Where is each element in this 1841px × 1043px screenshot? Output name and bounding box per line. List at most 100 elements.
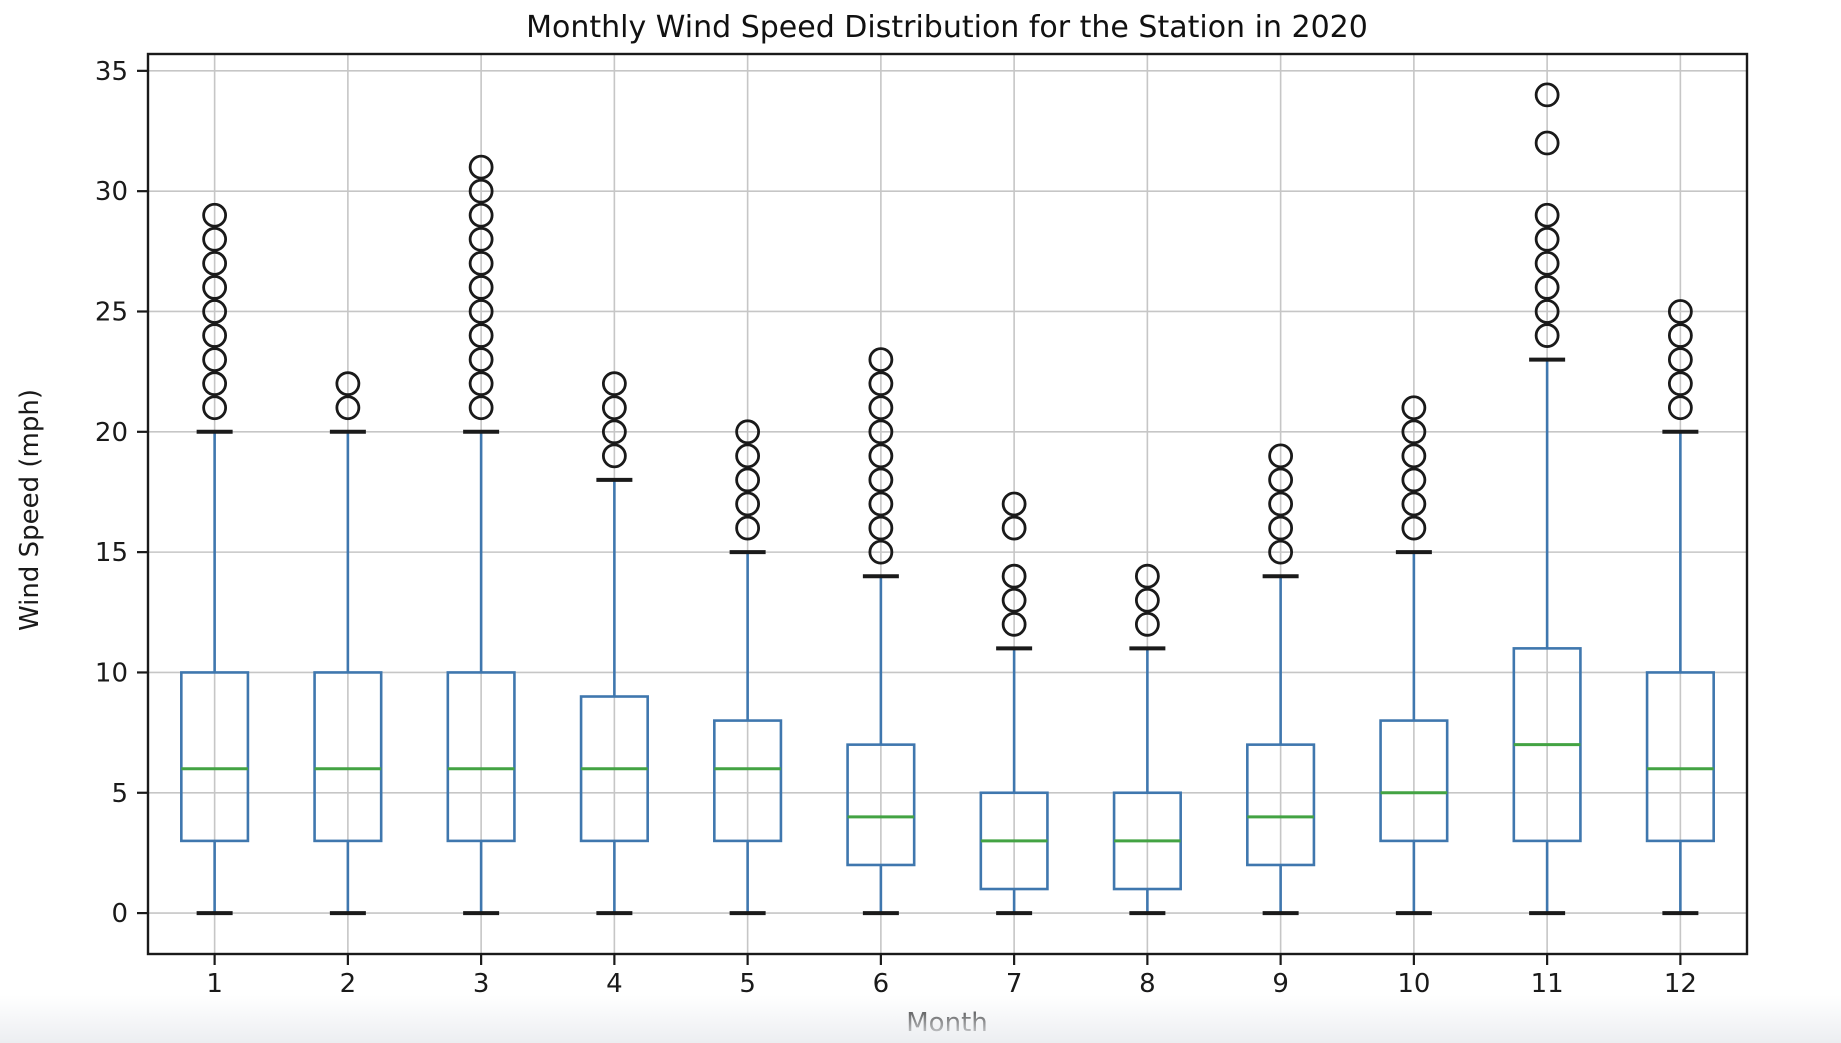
flier-point (735, 515, 761, 541)
flier-point (1534, 202, 1560, 228)
iqr-box (446, 671, 516, 843)
flier-point (1534, 82, 1560, 108)
flier-point (468, 275, 494, 300)
y-tick-label: 30 (95, 177, 128, 207)
iqr-box (846, 743, 916, 867)
flier-point (1667, 323, 1693, 348)
flier-point (468, 323, 494, 348)
x-tick-label: 5 (739, 969, 756, 999)
iqr-box (313, 671, 383, 843)
flier-point (202, 202, 228, 228)
boxplot-series (180, 82, 1715, 916)
x-axis-label: Month (906, 1008, 988, 1038)
flier-point (202, 347, 228, 373)
flier-point (1001, 611, 1027, 637)
x-tick-label: 7 (1006, 969, 1023, 999)
flier-point (1001, 563, 1027, 589)
x-tick-label: 6 (873, 969, 890, 999)
flier-point (468, 299, 494, 324)
box-month-11 (1512, 82, 1582, 916)
flier-point (868, 419, 894, 445)
flier-point (1401, 467, 1427, 493)
iqr-box (1246, 743, 1316, 867)
y-tick-label: 0 (111, 899, 128, 929)
flier-point (1268, 467, 1294, 493)
iqr-box (1379, 719, 1449, 843)
flier-point (202, 371, 228, 397)
flier-point (868, 395, 894, 421)
flier-point (868, 347, 894, 373)
flier-point (1401, 491, 1427, 517)
box-month-4 (579, 371, 649, 916)
flier-point (202, 250, 228, 276)
y-tick-label: 20 (95, 418, 128, 448)
y-axis-label: Wind Speed (mph) (15, 389, 45, 631)
flier-point (202, 275, 228, 300)
box-month-7 (979, 491, 1049, 916)
flier-point (1401, 395, 1427, 421)
plot-frame (146, 52, 1749, 956)
box-month-2 (313, 371, 383, 916)
flier-point (1401, 515, 1427, 541)
flier-point (202, 226, 228, 252)
flier-point (601, 443, 627, 469)
flier-point (1534, 250, 1560, 276)
flier-point (601, 395, 627, 421)
flier-point (468, 250, 494, 276)
flier-point (202, 395, 228, 421)
flier-point (335, 371, 361, 397)
flier-point (1534, 299, 1560, 324)
x-tick-label: 1 (206, 969, 223, 999)
flier-point (868, 539, 894, 565)
box-month-5 (713, 419, 783, 916)
flier-point (1268, 515, 1294, 541)
flier-point (1667, 395, 1693, 421)
iqr-box (713, 719, 783, 843)
flier-point (1134, 587, 1160, 613)
flier-point (1268, 539, 1294, 565)
y-tick-label: 15 (95, 538, 128, 568)
box-month-8 (1112, 563, 1182, 916)
flier-point (868, 491, 894, 517)
y-tick-label: 35 (95, 57, 128, 87)
flier-point (1268, 443, 1294, 469)
y-tick-label: 10 (95, 658, 128, 688)
box-month-12 (1645, 299, 1715, 916)
flier-point (202, 299, 228, 324)
iqr-box (180, 671, 250, 843)
flier-point (1667, 347, 1693, 373)
flier-point (1534, 323, 1560, 348)
x-tick-label: 11 (1531, 969, 1564, 999)
flier-point (1401, 443, 1427, 469)
box-month-9 (1246, 443, 1316, 916)
flier-point (1001, 515, 1027, 541)
flier-point (1534, 226, 1560, 252)
flier-point (1534, 130, 1560, 156)
flier-point (735, 467, 761, 493)
y-tick-label: 25 (95, 297, 128, 327)
flier-point (868, 515, 894, 541)
x-tick-label: 3 (473, 969, 490, 999)
flier-point (735, 443, 761, 469)
flier-point (1268, 491, 1294, 517)
flier-point (1001, 491, 1027, 517)
x-tick-label: 4 (606, 969, 623, 999)
x-tick-label: 8 (1139, 969, 1156, 999)
flier-point (202, 323, 228, 348)
box-month-10 (1379, 395, 1449, 916)
iqr-box (1645, 671, 1715, 843)
x-tick-label: 2 (340, 969, 357, 999)
x-tick-label: 9 (1272, 969, 1289, 999)
flier-point (468, 226, 494, 252)
flier-point (468, 178, 494, 204)
box-month-3 (446, 154, 516, 916)
flier-point (1667, 299, 1693, 324)
flier-point (601, 419, 627, 445)
flier-point (468, 154, 494, 180)
flier-point (1134, 563, 1160, 589)
flier-point (468, 395, 494, 421)
x-tick-label: 12 (1664, 969, 1697, 999)
flier-point (468, 202, 494, 228)
